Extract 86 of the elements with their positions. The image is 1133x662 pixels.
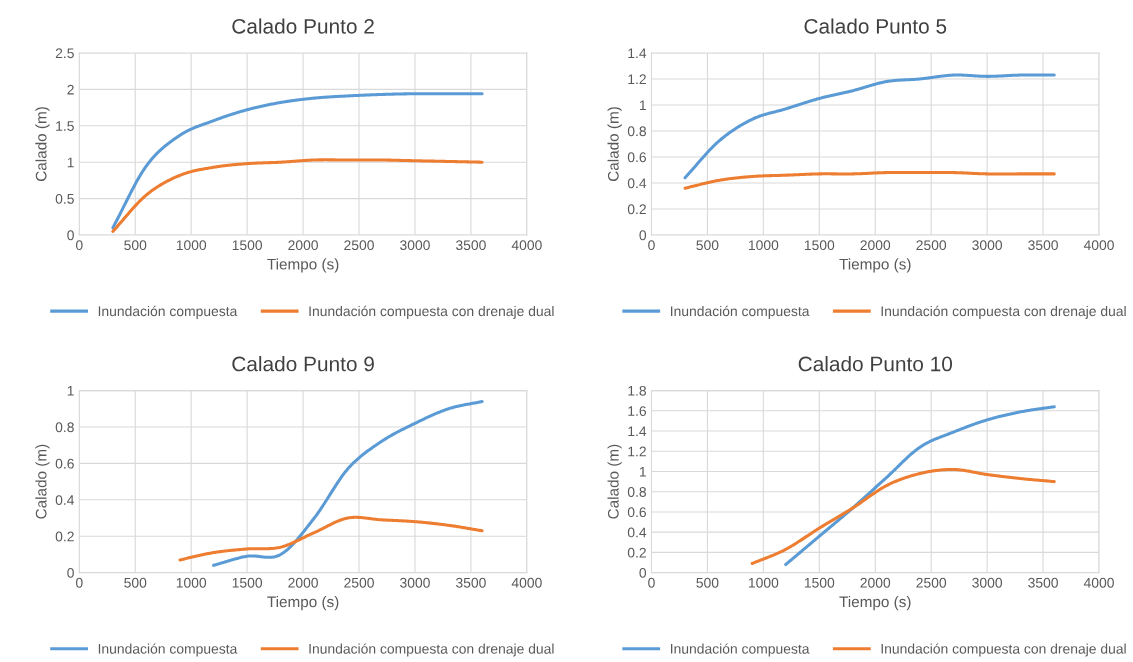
x-axis-title: Tiempo (s) xyxy=(839,595,911,611)
y-tick-label: 2.5 xyxy=(55,48,74,59)
y-tick-label: 1 xyxy=(67,157,74,168)
legend-label: Inundación compuesta xyxy=(98,305,238,319)
y-tick-label: 0.8 xyxy=(627,487,647,497)
legend-label: Inundación compuesta xyxy=(671,305,810,319)
legend-label: Inundación compuesta con drenaje dual xyxy=(881,643,1126,657)
y-tick-label: 0 xyxy=(639,230,647,241)
y-tick-label: 1.5 xyxy=(56,121,74,131)
y-tick-label: 0.6 xyxy=(627,507,647,518)
y-tick-label: 0.2 xyxy=(55,531,74,542)
x-axis-title: Tiempo (s) xyxy=(839,258,911,273)
x-tick-label: 0 xyxy=(75,240,83,251)
y-tick-label: 2 xyxy=(67,84,74,95)
x-tick-label: 0 xyxy=(648,240,655,251)
y-tick-label: 0.2 xyxy=(627,547,646,558)
x-tick-label: 2000 xyxy=(288,577,318,588)
y-tick-label: 1 xyxy=(67,386,74,396)
x-tick-label: 4000 xyxy=(511,240,542,251)
y-tick-label: 1 xyxy=(639,100,646,111)
legend-label: Inundación compuesta con drenaje dual xyxy=(309,305,554,319)
x-tick-label: 3000 xyxy=(400,577,430,588)
x-tick-label: 4000 xyxy=(1083,240,1114,251)
legend-label: Inundación compuesta xyxy=(671,643,810,657)
x-tick-label: 500 xyxy=(696,240,719,251)
y-axis-title: Calado (m) xyxy=(607,107,622,181)
x-tick-label: 500 xyxy=(124,577,147,588)
x-tick-label: 2000 xyxy=(288,240,318,251)
chart-title: Calado Punto 10 xyxy=(798,356,953,372)
y-tick-label: 0 xyxy=(67,567,74,578)
y-tick-label: 0.8 xyxy=(55,422,74,433)
y-tick-label: 1.4 xyxy=(628,48,647,58)
x-tick-label: 4000 xyxy=(1083,577,1114,588)
x-tick-label: 2500 xyxy=(344,240,374,251)
y-axis-title: Calado (m) xyxy=(35,107,50,181)
chart-title: Calado Punto 9 xyxy=(232,356,374,372)
x-tick-label: 3500 xyxy=(455,240,486,251)
y-tick-label: 0.5 xyxy=(55,193,74,204)
legend-label: Inundación compuesta con drenaje dual xyxy=(309,643,554,657)
y-tick-label: 0 xyxy=(639,567,647,578)
y-tick-label: 0.8 xyxy=(627,126,647,137)
x-tick-label: 0 xyxy=(648,577,655,588)
y-tick-label: 0 xyxy=(67,230,74,241)
x-tick-label: 1500 xyxy=(804,577,835,588)
y-tick-label: 0.4 xyxy=(627,527,647,538)
y-axis-title: Calado (m) xyxy=(607,444,622,519)
y-tick-label: 0.4 xyxy=(55,495,75,505)
x-tick-label: 1000 xyxy=(176,240,207,251)
y-axis-title: Calado (m) xyxy=(35,444,50,519)
x-tick-label: 3000 xyxy=(972,577,1003,588)
legend-label: Inundación compuesta con drenaje dual xyxy=(881,305,1126,319)
chart-title: Calado Punto 2 xyxy=(232,18,374,34)
chart-title: Calado Punto 5 xyxy=(804,18,947,34)
y-tick-label: 1.6 xyxy=(628,406,647,416)
x-tick-label: 500 xyxy=(696,577,719,588)
x-axis-title: Tiempo (s) xyxy=(267,258,339,273)
x-tick-label: 3500 xyxy=(1028,240,1058,251)
y-tick-label: 1.4 xyxy=(628,426,647,437)
x-tick-label: 500 xyxy=(124,240,147,251)
x-tick-label: 1500 xyxy=(232,577,263,588)
y-tick-label: 1.2 xyxy=(628,74,646,84)
x-tick-label: 1000 xyxy=(176,577,207,588)
y-tick-label: 0.2 xyxy=(627,204,646,215)
x-axis-title: Tiempo (s) xyxy=(267,595,339,611)
x-tick-label: 1000 xyxy=(748,240,779,251)
legend-label: Inundación compuesta xyxy=(98,643,238,657)
y-tick-label: 1.8 xyxy=(628,385,647,396)
x-tick-label: 3500 xyxy=(455,577,486,588)
x-tick-label: 1000 xyxy=(748,577,779,588)
x-tick-label: 1500 xyxy=(232,240,263,251)
x-tick-label: 1500 xyxy=(804,240,835,251)
x-tick-label: 2000 xyxy=(860,240,891,251)
x-tick-label: 2000 xyxy=(860,577,891,588)
y-tick-label: 0.6 xyxy=(627,152,647,163)
y-tick-label: 0.6 xyxy=(55,458,74,469)
x-tick-label: 3000 xyxy=(400,240,430,251)
x-tick-label: 2500 xyxy=(916,577,947,588)
y-tick-label: 1.2 xyxy=(628,446,646,457)
x-tick-label: 3000 xyxy=(972,240,1003,251)
x-tick-label: 2500 xyxy=(916,240,947,251)
x-tick-label: 2500 xyxy=(344,577,374,588)
x-tick-label: 0 xyxy=(75,577,83,588)
y-tick-label: 1 xyxy=(639,466,646,477)
x-tick-label: 3500 xyxy=(1028,577,1058,588)
x-tick-label: 4000 xyxy=(511,577,542,588)
y-tick-label: 0.4 xyxy=(627,178,647,189)
